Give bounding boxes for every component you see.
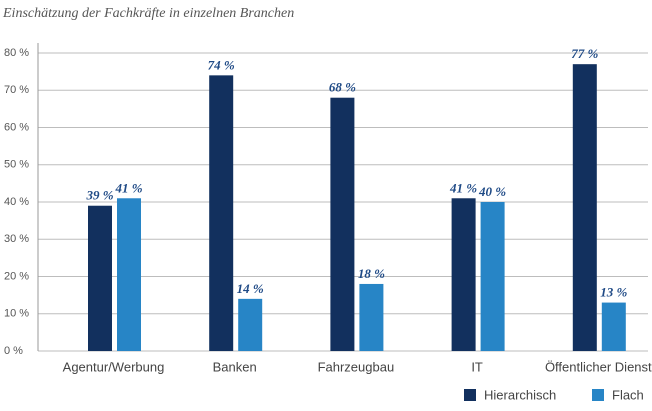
value-label: 40 % (478, 184, 506, 199)
legend-label: Hierarchisch (484, 387, 556, 402)
bar (480, 202, 505, 351)
legend-swatch (592, 389, 604, 401)
bar (572, 64, 597, 352)
y-tick-label: 80 % (4, 47, 29, 59)
x-tick-label: Agentur/Werbung (63, 359, 165, 374)
bar (330, 97, 355, 351)
x-tick-label: Öffentlicher Dienst (545, 359, 652, 374)
value-label: 41 % (114, 180, 142, 195)
legend-label: Flach (612, 387, 644, 402)
legend-swatch (464, 389, 476, 401)
y-tick-label: 70 % (4, 84, 29, 96)
bar (238, 298, 263, 351)
bar (359, 283, 384, 351)
bar (601, 302, 626, 351)
y-tick-label: 40 % (4, 196, 29, 208)
value-label: 74 % (208, 57, 235, 72)
value-label: 39 % (85, 188, 113, 203)
bar (88, 205, 112, 351)
value-label: 77 % (571, 46, 598, 61)
bar (451, 198, 476, 351)
y-tick-label: 0 % (4, 345, 23, 357)
chart-title: Einschätzung der Fachkräfte in einzelnen… (2, 6, 294, 21)
x-tick-label: IT (471, 359, 483, 374)
bar (209, 75, 234, 351)
value-label: 41 % (449, 180, 477, 195)
y-tick-label: 50 % (4, 159, 29, 171)
value-label: 13 % (600, 285, 627, 300)
value-label: 14 % (237, 281, 264, 296)
y-tick-label: 10 % (4, 308, 29, 320)
value-label: 18 % (358, 266, 385, 281)
y-tick-label: 30 % (4, 233, 29, 245)
value-label: 68 % (329, 80, 356, 95)
y-tick-label: 60 % (4, 121, 29, 133)
x-tick-label: Fahrzeugbau (318, 359, 395, 374)
y-tick-label: 20 % (4, 270, 29, 282)
bar (117, 198, 141, 351)
x-tick-label: Banken (213, 359, 257, 374)
